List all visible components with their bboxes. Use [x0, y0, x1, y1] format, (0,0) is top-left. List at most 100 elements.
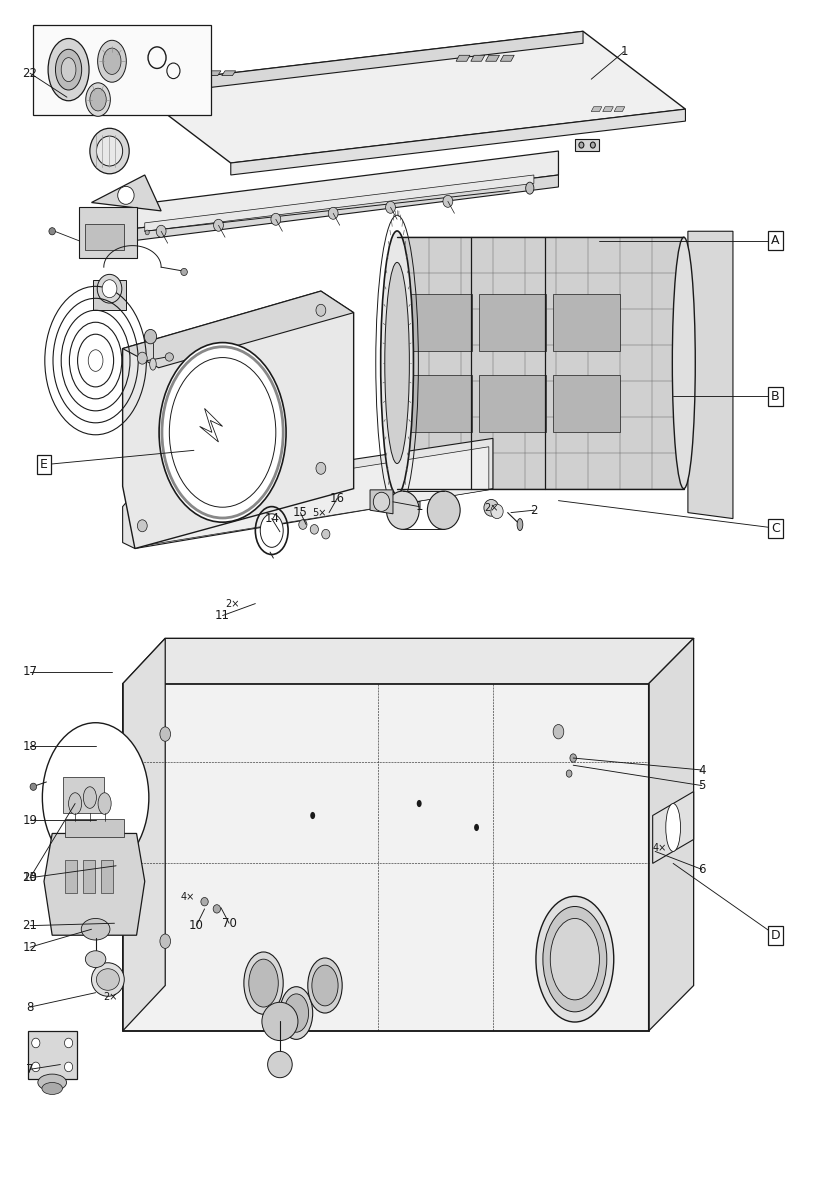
Ellipse shape [666, 804, 681, 852]
Ellipse shape [316, 462, 326, 474]
Text: 21: 21 [22, 919, 38, 932]
Ellipse shape [386, 202, 395, 214]
Ellipse shape [48, 228, 55, 235]
Ellipse shape [83, 787, 96, 809]
Ellipse shape [491, 504, 503, 518]
Ellipse shape [271, 214, 281, 226]
Ellipse shape [145, 330, 157, 343]
Ellipse shape [64, 1062, 72, 1072]
Text: 15: 15 [293, 506, 308, 520]
Ellipse shape [550, 918, 599, 1000]
Polygon shape [222, 71, 236, 76]
Ellipse shape [672, 238, 695, 488]
Polygon shape [653, 792, 694, 863]
Ellipse shape [64, 1038, 72, 1048]
Ellipse shape [298, 520, 307, 529]
Ellipse shape [85, 950, 106, 967]
Ellipse shape [249, 959, 279, 1007]
Ellipse shape [102, 280, 117, 298]
Ellipse shape [553, 725, 564, 739]
Ellipse shape [91, 962, 124, 996]
Ellipse shape [165, 353, 173, 361]
Text: 6: 6 [698, 863, 705, 876]
Ellipse shape [150, 358, 156, 370]
Polygon shape [397, 238, 684, 488]
Ellipse shape [280, 986, 312, 1039]
Ellipse shape [38, 1074, 67, 1091]
Text: 2×: 2× [225, 599, 239, 608]
Polygon shape [132, 151, 558, 229]
Ellipse shape [201, 898, 208, 906]
Ellipse shape [88, 349, 103, 371]
Polygon shape [141, 446, 489, 546]
Ellipse shape [570, 754, 576, 762]
Ellipse shape [81, 918, 110, 940]
Polygon shape [614, 107, 625, 112]
Text: 16: 16 [330, 492, 344, 505]
Ellipse shape [181, 269, 187, 276]
Polygon shape [575, 139, 599, 151]
Ellipse shape [590, 142, 595, 148]
Ellipse shape [90, 88, 106, 110]
Ellipse shape [427, 491, 460, 529]
Text: 7: 7 [26, 1063, 34, 1076]
Text: 2×: 2× [103, 992, 118, 1002]
Text: 11: 11 [215, 610, 230, 622]
Ellipse shape [137, 352, 147, 364]
Ellipse shape [32, 1038, 40, 1048]
Ellipse shape [32, 1062, 40, 1072]
Polygon shape [603, 107, 613, 112]
Text: 10: 10 [189, 919, 204, 932]
Ellipse shape [321, 529, 330, 539]
Ellipse shape [566, 770, 572, 778]
Ellipse shape [68, 793, 81, 815]
Ellipse shape [284, 994, 308, 1032]
Ellipse shape [417, 800, 422, 808]
Text: 20: 20 [23, 871, 38, 884]
Polygon shape [231, 109, 686, 175]
Ellipse shape [30, 784, 37, 791]
Text: 12: 12 [22, 941, 38, 954]
Ellipse shape [310, 524, 318, 534]
Text: B: B [771, 390, 780, 403]
Bar [479, 374, 546, 432]
Ellipse shape [156, 226, 166, 238]
Polygon shape [486, 55, 500, 61]
Ellipse shape [536, 896, 614, 1022]
Ellipse shape [307, 958, 342, 1013]
Text: 17: 17 [22, 665, 38, 678]
Bar [83, 859, 95, 893]
Ellipse shape [213, 905, 220, 913]
Polygon shape [501, 55, 515, 61]
Ellipse shape [316, 305, 326, 317]
Ellipse shape [381, 230, 413, 494]
Ellipse shape [90, 128, 129, 174]
Polygon shape [157, 88, 178, 95]
Bar [479, 294, 546, 350]
Ellipse shape [55, 49, 81, 90]
Bar [552, 374, 620, 432]
Text: 14: 14 [264, 512, 279, 526]
Ellipse shape [579, 142, 584, 148]
Ellipse shape [214, 220, 224, 232]
Ellipse shape [118, 186, 134, 204]
Polygon shape [132, 175, 558, 241]
Text: 1: 1 [621, 46, 628, 58]
Text: D: D [771, 929, 780, 942]
Ellipse shape [137, 520, 147, 532]
Ellipse shape [97, 275, 122, 304]
Text: 22: 22 [22, 67, 38, 79]
Ellipse shape [328, 208, 338, 220]
Ellipse shape [310, 812, 315, 820]
Text: 13: 13 [23, 871, 38, 884]
Ellipse shape [262, 1002, 298, 1040]
Text: 8: 8 [26, 1001, 34, 1014]
Text: 5: 5 [698, 779, 705, 792]
Bar [85, 224, 124, 251]
Ellipse shape [553, 934, 564, 948]
Ellipse shape [85, 83, 110, 116]
Ellipse shape [474, 824, 479, 832]
Ellipse shape [261, 514, 284, 547]
Ellipse shape [160, 727, 170, 742]
Ellipse shape [61, 58, 76, 82]
